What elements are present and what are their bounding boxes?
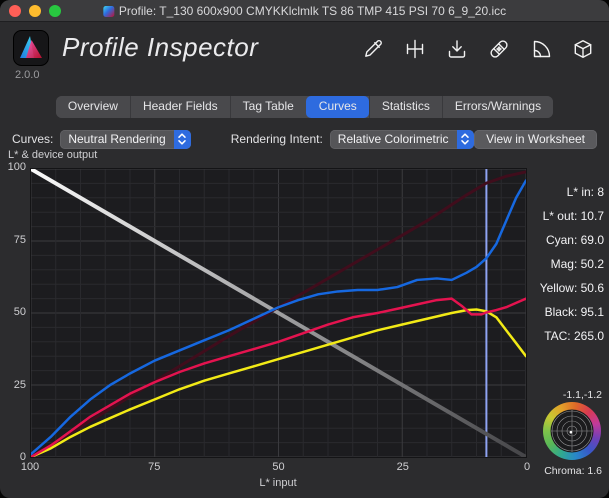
y-tick: 50 — [13, 306, 26, 318]
x-axis-label: L* input — [259, 477, 297, 489]
readout-yellow: Yellow: 50.6 — [539, 281, 604, 295]
readout-l-in: L* in: 8 — [566, 185, 604, 199]
curves-dropdown-value: Neutral Rendering — [68, 132, 166, 146]
readout-panel: L* in: 8 L* out: 10.7 Cyan: 69.0 Mag: 50.2 Y… — [524, 180, 604, 348]
toolbar — [361, 37, 595, 61]
curves-dropdown[interactable]: Neutral Rendering — [60, 129, 191, 149]
x-tick: 0 — [523, 461, 531, 473]
x-tick: 25 — [396, 461, 409, 473]
gamut-marker-dot — [569, 430, 573, 434]
yellow-curve — [31, 308, 526, 457]
pencil-icon[interactable] — [361, 37, 385, 61]
view-in-worksheet-button[interactable]: View in Worksheet — [474, 129, 597, 149]
readout-tac: TAC: 265.0 — [544, 329, 604, 343]
gamut-target — [543, 402, 601, 460]
window-title: Profile: T_130 600x900 CMYKKlclmlk TS 86… — [118, 4, 507, 18]
registration-icon[interactable] — [403, 37, 427, 61]
app-icon — [13, 30, 49, 66]
tab-tag-table[interactable]: Tag Table — [229, 96, 306, 118]
app-header: Profile Inspector 2.0.0 — [0, 22, 609, 88]
tab-header-fields[interactable]: Header Fields — [129, 96, 230, 118]
tab-curves[interactable]: Curves — [305, 96, 369, 118]
close-button[interactable] — [9, 5, 21, 17]
magenta-curve — [31, 297, 526, 457]
x-tick: 50 — [272, 461, 285, 473]
ruler-icon[interactable] — [529, 37, 553, 61]
chevron-updown-icon — [173, 129, 191, 149]
cyan-curve — [31, 179, 526, 456]
app-version: 2.0.0 — [15, 69, 40, 81]
package-icon[interactable] — [571, 37, 595, 61]
chart-axis-title: L* & device output — [8, 149, 98, 161]
readout-mag: Mag: 50.2 — [550, 257, 604, 271]
chevron-updown-icon — [456, 129, 474, 149]
download-icon[interactable] — [445, 37, 469, 61]
traffic-lights — [9, 5, 61, 17]
y-tick: 0 — [19, 451, 26, 463]
readout-cyan: Cyan: 69.0 — [545, 233, 604, 247]
tab-overview[interactable]: Overview — [55, 96, 130, 118]
zoom-button[interactable] — [49, 5, 61, 17]
neutral-reference-curve — [31, 169, 526, 457]
bandaid-icon[interactable] — [487, 37, 511, 61]
document-proxy-icon — [102, 5, 114, 17]
x-tick: 100 — [20, 461, 40, 473]
black-curve — [31, 170, 526, 457]
app-title: Profile Inspector — [62, 32, 259, 62]
readout-black: Black: 95.1 — [544, 305, 604, 319]
y-tick: 75 — [13, 233, 26, 246]
readout-l-out: L* out: 10.7 — [542, 209, 604, 223]
gamut-coordinates: -1.1,-1.2 — [562, 389, 602, 401]
curves-chart[interactable] — [30, 168, 527, 458]
x-tick: 75 — [148, 461, 161, 473]
rendering-intent-dropdown-value: Relative Colorimetric — [337, 132, 449, 146]
y-tick: 100 — [7, 161, 26, 173]
rendering-intent-dropdown[interactable]: Relative Colorimetric — [329, 129, 474, 149]
minimize-button[interactable] — [29, 5, 41, 17]
tab-statistics[interactable]: Statistics — [368, 96, 442, 118]
curves-label: Curves: — [12, 132, 54, 146]
titlebar: Profile: T_130 600x900 CMYKKlclmlk TS 86… — [0, 0, 609, 22]
tab-bar: Overview Header Fields Tag Table Curves Stat… — [0, 96, 609, 118]
chroma-value: Chroma: 1.6 — [544, 465, 602, 477]
controls-row: Curves: Neutral Rendering Rendering Inte… — [0, 129, 609, 149]
tab-errors-warnings[interactable]: Errors/Warnings — [441, 96, 554, 118]
rendering-intent-label: Rendering Intent: — [230, 132, 323, 146]
window-title-group: Profile: T_130 600x900 CMYKKlclmlk TS 86… — [102, 0, 507, 22]
y-tick: 25 — [13, 378, 26, 391]
